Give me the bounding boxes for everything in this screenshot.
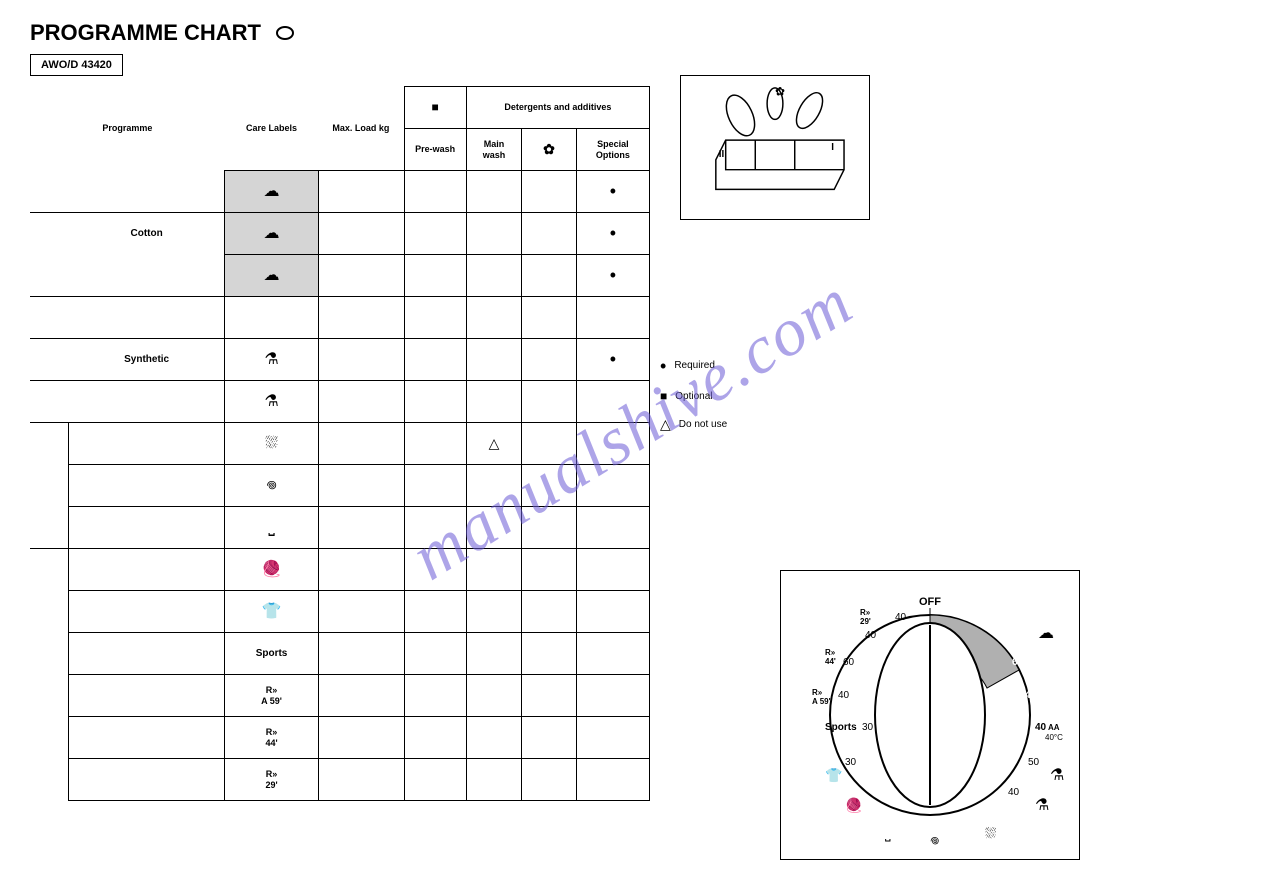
svg-text:R»: R»	[812, 688, 823, 697]
svg-text:30: 30	[845, 757, 857, 768]
hdr-mainwash: Main wash	[466, 129, 521, 171]
svg-text:A 59': A 59'	[812, 697, 831, 706]
hdr-special: Special Options	[576, 129, 649, 171]
svg-text:40: 40	[838, 690, 850, 701]
svg-text:90: 90	[985, 622, 997, 633]
svg-text:50: 50	[1028, 757, 1040, 768]
cloud-icon: ☁	[264, 183, 280, 200]
svg-text:40: 40	[1035, 722, 1047, 733]
svg-text:40°C: 40°C	[1045, 733, 1063, 742]
dot-icon: •	[610, 265, 616, 285]
circle-icon	[276, 26, 294, 40]
cloud-icon: ☁	[264, 225, 280, 242]
group-special-vert	[30, 423, 69, 549]
hdr-max-load: Max. Load kg	[318, 87, 404, 171]
svg-text:⚗: ⚗	[1050, 767, 1064, 784]
page-title: PROGRAMME CHART	[30, 20, 261, 46]
svg-text:60: 60	[1012, 657, 1024, 668]
svg-text:R»: R»	[825, 648, 836, 657]
legend: • Required ■ Optional △ Do not use	[660, 350, 727, 441]
drawer-flower-icon: ✿	[775, 85, 785, 99]
drawer-diagram: II I ✿	[680, 75, 870, 220]
programme-table: Programme Care Labels Max. Load kg ■ Det…	[30, 86, 650, 801]
hdr-programme: Programme	[30, 87, 225, 171]
hdr-prewash: Pre-wash	[404, 129, 466, 171]
svg-text:29': 29'	[860, 617, 871, 626]
svg-text:40: 40	[865, 630, 877, 641]
flask-icon: ⚗	[264, 351, 278, 368]
drain-icon: ⎵	[268, 519, 274, 536]
legend-triangle-icon: △	[660, 412, 671, 437]
dial-diagram: OFF 90 60 40 40 50 40 Sports 30 30 40 60…	[780, 570, 1080, 860]
legend-dot-text: Required	[674, 357, 715, 375]
legend-dot-icon: •	[660, 350, 666, 382]
cloud-icon: ☁	[264, 267, 280, 284]
dot-icon: •	[610, 223, 616, 243]
svg-text:40: 40	[1008, 787, 1020, 798]
legend-sq-text: Optional	[675, 388, 712, 406]
svg-text:AA: AA	[1048, 723, 1060, 732]
flower-icon: ✿	[543, 141, 555, 157]
svg-text:30: 30	[862, 722, 874, 733]
triangle-icon: △	[489, 435, 500, 451]
hand-icon: 👕	[262, 603, 282, 620]
hdr-detergents: Detergents and additives	[466, 87, 649, 129]
sports-label: Sports	[225, 633, 319, 675]
svg-text:☁: ☁	[1038, 625, 1054, 642]
svg-text:⛆: ⛆	[985, 825, 996, 841]
drawer-label-i: I	[831, 142, 834, 153]
r29-icon: R»29'	[265, 769, 277, 790]
spin-icon: 𖦹	[266, 477, 277, 494]
flask-icon: ⚗	[264, 393, 278, 410]
dot-icon: •	[610, 349, 616, 369]
legend-tri-text: Do not use	[679, 416, 727, 434]
svg-text:44': 44'	[825, 657, 836, 666]
svg-text:40: 40	[895, 612, 907, 623]
cell-temp	[404, 171, 466, 213]
svg-text:👕: 👕	[825, 767, 842, 783]
svg-text:R»: R»	[860, 608, 871, 617]
rinse-icon: ⛆	[265, 435, 278, 452]
dial-sports: Sports	[825, 722, 857, 733]
model-number: AWO/D 43420	[30, 54, 123, 76]
wool-icon: 🧶	[262, 561, 282, 578]
group-cotton: Cotton	[69, 213, 225, 255]
group-synthetic: Synthetic	[69, 339, 225, 381]
svg-text:40: 40	[1025, 690, 1037, 701]
svg-text:⚗: ⚗	[1035, 797, 1049, 814]
group-quick-vert	[30, 549, 69, 801]
r44-icon: R»44'	[265, 727, 277, 748]
r59-icon: R»A 59'	[261, 685, 282, 706]
svg-text:60: 60	[843, 657, 855, 668]
cell-load	[318, 171, 404, 213]
square-icon: ■	[432, 100, 439, 114]
drawer-label-ii: II	[719, 149, 725, 160]
dot-icon: •	[610, 181, 616, 201]
hdr-care-labels: Care Labels	[225, 87, 319, 171]
svg-text:🧶: 🧶	[845, 797, 862, 814]
dial-off: OFF	[919, 596, 941, 608]
svg-text:𖦹: 𖦹	[930, 832, 939, 848]
legend-square-icon: ■	[660, 386, 667, 408]
svg-text:⎵: ⎵	[885, 825, 891, 842]
